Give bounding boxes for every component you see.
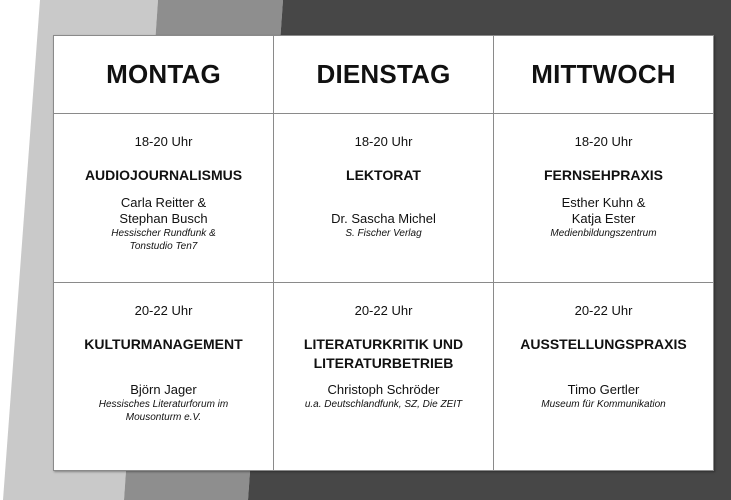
time: 18-20 Uhr xyxy=(354,134,413,149)
course-cell: 18-20 Uhr AUDIOJOURNALISMUS Carla Reitte… xyxy=(53,113,274,283)
time: 18-20 Uhr xyxy=(574,134,633,149)
course-title: LITERATURKRITIK UND LITERATURBETRIEB xyxy=(303,336,464,371)
institution: Hessischer Rundfunk & Tonstudio Ten7 xyxy=(111,228,216,252)
course-title: FERNSEHPRAXIS xyxy=(543,167,664,183)
day-header: DIENSTAG xyxy=(273,35,494,114)
time: 20-22 Uhr xyxy=(574,303,633,318)
lecturer: Timo Gertler xyxy=(567,382,640,397)
course-cell: 18-20 Uhr FERNSEHPRAXIS Esther Kuhn & Ka… xyxy=(493,113,714,283)
day-header: MITTWOCH xyxy=(493,35,714,114)
table-row: 18-20 Uhr AUDIOJOURNALISMUS Carla Reitte… xyxy=(53,113,714,283)
lecturer: Carla Reitter & Stephan Busch xyxy=(119,195,208,226)
time: 20-22 Uhr xyxy=(134,303,193,318)
institution: Hessisches Literaturforum im Mousonturm … xyxy=(98,399,229,423)
table-row: 20-22 Uhr KULTURMANAGEMENT Björn Jager H… xyxy=(53,282,714,471)
lecturer: Björn Jager xyxy=(130,382,197,397)
course-title: LEKTORAT xyxy=(346,167,421,183)
header-row: MONTAG DIENSTAG MITTWOCH xyxy=(53,35,714,114)
course-cell: 18-20 Uhr LEKTORAT Dr. Sascha Michel S. … xyxy=(273,113,494,283)
course-title: KULTURMANAGEMENT xyxy=(84,336,243,352)
course-title: AUSSTELLUNGSPRAXIS xyxy=(520,336,687,352)
time: 20-22 Uhr xyxy=(354,303,413,318)
course-title: AUDIOJOURNALISMUS xyxy=(84,167,243,183)
lecturer: Dr. Sascha Michel xyxy=(331,211,436,226)
course-cell: 20-22 Uhr AUSSTELLUNGSPRAXIS Timo Gertle… xyxy=(493,282,714,471)
lecturer: Esther Kuhn & Katja Ester xyxy=(561,195,646,226)
institution: u.a. Deutschlandfunk, SZ, Die ZEIT xyxy=(304,399,463,410)
institution: S. Fischer Verlag xyxy=(345,228,422,239)
institution: Medienbildungszentrum xyxy=(550,228,657,239)
course-cell: 20-22 Uhr KULTURMANAGEMENT Björn Jager H… xyxy=(53,282,274,471)
schedule-table: MONTAG DIENSTAG MITTWOCH 18-20 Uhr AUDIO… xyxy=(53,35,714,471)
time: 18-20 Uhr xyxy=(134,134,193,149)
day-header: MONTAG xyxy=(53,35,274,114)
lecturer: Christoph Schröder xyxy=(327,382,440,397)
institution: Museum für Kommunikation xyxy=(541,399,666,410)
course-cell: 20-22 Uhr LITERATURKRITIK UND LITERATURB… xyxy=(273,282,494,471)
